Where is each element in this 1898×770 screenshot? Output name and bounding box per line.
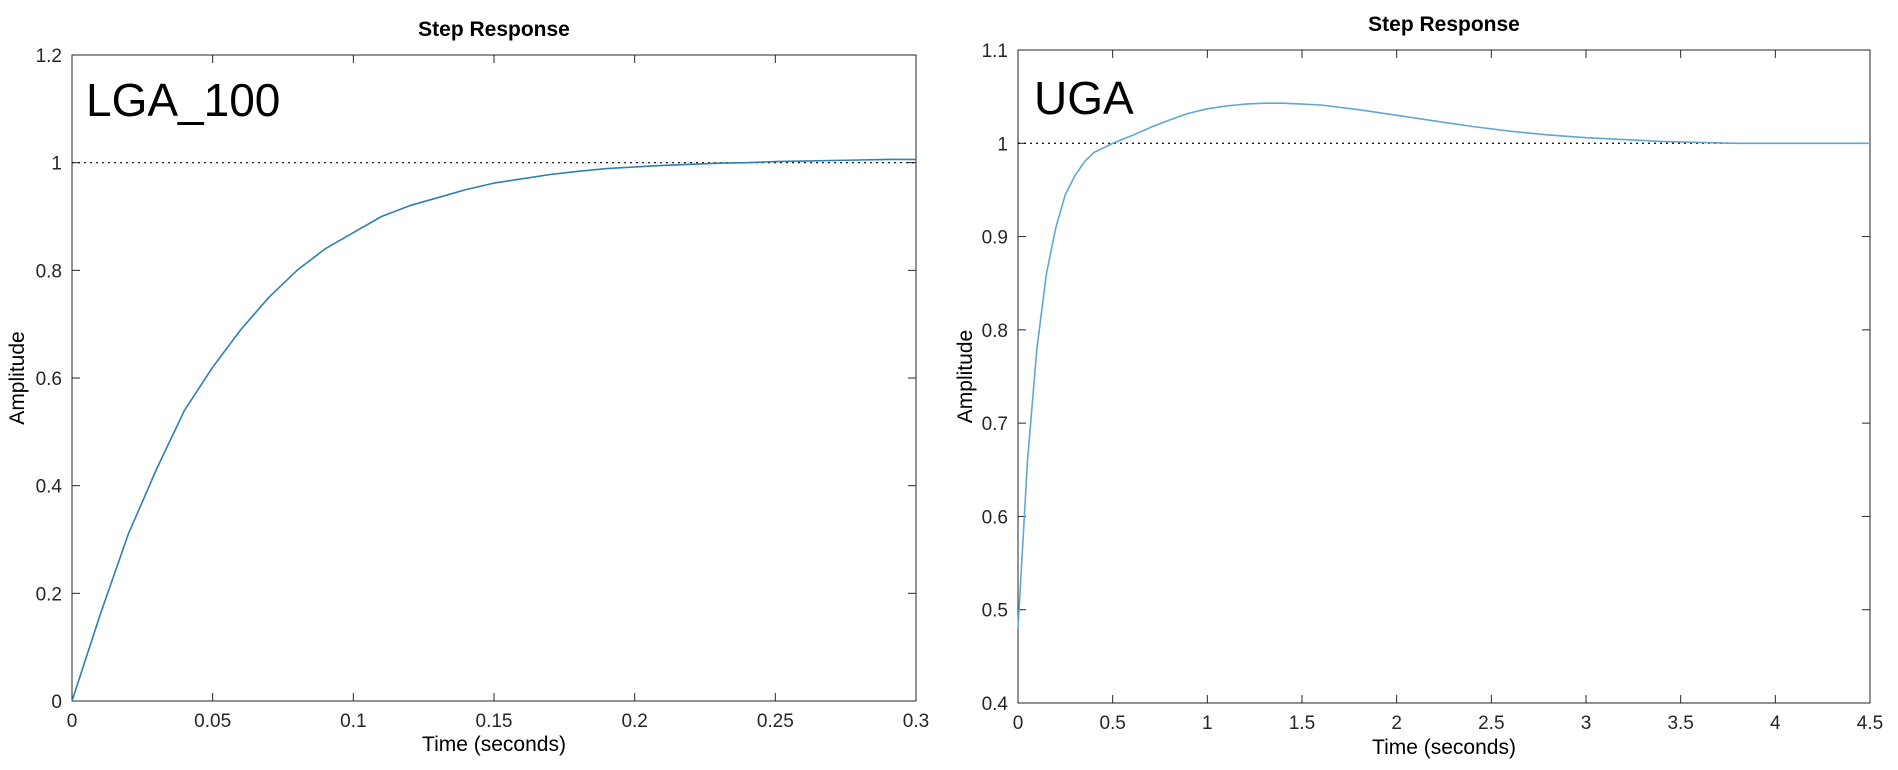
y-tick-label: 0.6 bbox=[36, 369, 62, 390]
chart-annotation: UGA bbox=[1034, 72, 1134, 124]
y-tick-label: 1 bbox=[997, 134, 1008, 155]
x-tick-label: 0.1 bbox=[340, 711, 366, 732]
y-tick-label: 0.6 bbox=[982, 507, 1008, 528]
y-tick-label: 1.2 bbox=[36, 46, 62, 67]
y-tick-label: 0.4 bbox=[982, 694, 1009, 715]
y-axis-label: Amplitude bbox=[6, 331, 29, 424]
y-tick-label: 0 bbox=[51, 692, 62, 713]
y-tick-label: 0.5 bbox=[982, 601, 1008, 622]
chart-annotation: LGA_100 bbox=[86, 74, 280, 126]
chart-title: Step Response bbox=[418, 18, 570, 41]
x-tick-label: 0.2 bbox=[621, 711, 647, 732]
x-axis-label: Time (seconds) bbox=[422, 733, 566, 756]
y-tick-label: 0.7 bbox=[982, 414, 1008, 435]
x-tick-label: 0 bbox=[67, 711, 78, 732]
y-tick-label: 0.4 bbox=[36, 477, 63, 498]
y-axis-label: Amplitude bbox=[954, 330, 977, 423]
x-tick-label: 0.3 bbox=[903, 711, 929, 732]
x-tick-label: 4.5 bbox=[1857, 713, 1883, 734]
x-tick-label: 3 bbox=[1581, 713, 1592, 734]
chart-uga: 0 0.5 1 1.5 2 2.5 3 3.5 4 4.5 0.4 0.5 0.6 0.7 0.8 0.9 1 1… bbox=[954, 13, 1883, 759]
x-axis-label: Time (seconds) bbox=[1372, 736, 1516, 759]
y-tick-label: 0.2 bbox=[36, 584, 62, 605]
x-tick-label: 4 bbox=[1770, 713, 1781, 734]
x-tick-label: 2 bbox=[1391, 713, 1402, 734]
axes-box bbox=[1017, 49, 1871, 704]
x-tick-label: 0.15 bbox=[476, 711, 513, 732]
x-tick-label: 0 bbox=[1013, 713, 1024, 734]
x-tick-label: 0.5 bbox=[1099, 713, 1125, 734]
x-tick-label: 0.25 bbox=[757, 711, 794, 732]
y-tick-label: 1.1 bbox=[982, 41, 1008, 62]
x-tick-label: 3.5 bbox=[1667, 713, 1693, 734]
y-tick-label: 1 bbox=[51, 154, 62, 175]
x-tick-label: 2.5 bbox=[1478, 713, 1504, 734]
series-line bbox=[71, 158, 916, 702]
axes-box bbox=[71, 54, 917, 702]
x-tick-label: 1.5 bbox=[1289, 713, 1315, 734]
y-tick-label: 0.8 bbox=[36, 261, 62, 282]
y-tick-label: 0.9 bbox=[982, 228, 1008, 249]
chart-lga-100: 0 0.05 0.1 0.15 0.2 0.25 0.3 0 0.2 0.4 0.6 0.8 1 1.2 S… bbox=[6, 18, 929, 756]
x-tick-label: 0.05 bbox=[194, 711, 231, 732]
chart-title: Step Response bbox=[1368, 13, 1520, 36]
series-line bbox=[1017, 102, 1870, 629]
y-tick-label: 0.8 bbox=[982, 321, 1008, 342]
x-tick-label: 1 bbox=[1202, 713, 1213, 734]
